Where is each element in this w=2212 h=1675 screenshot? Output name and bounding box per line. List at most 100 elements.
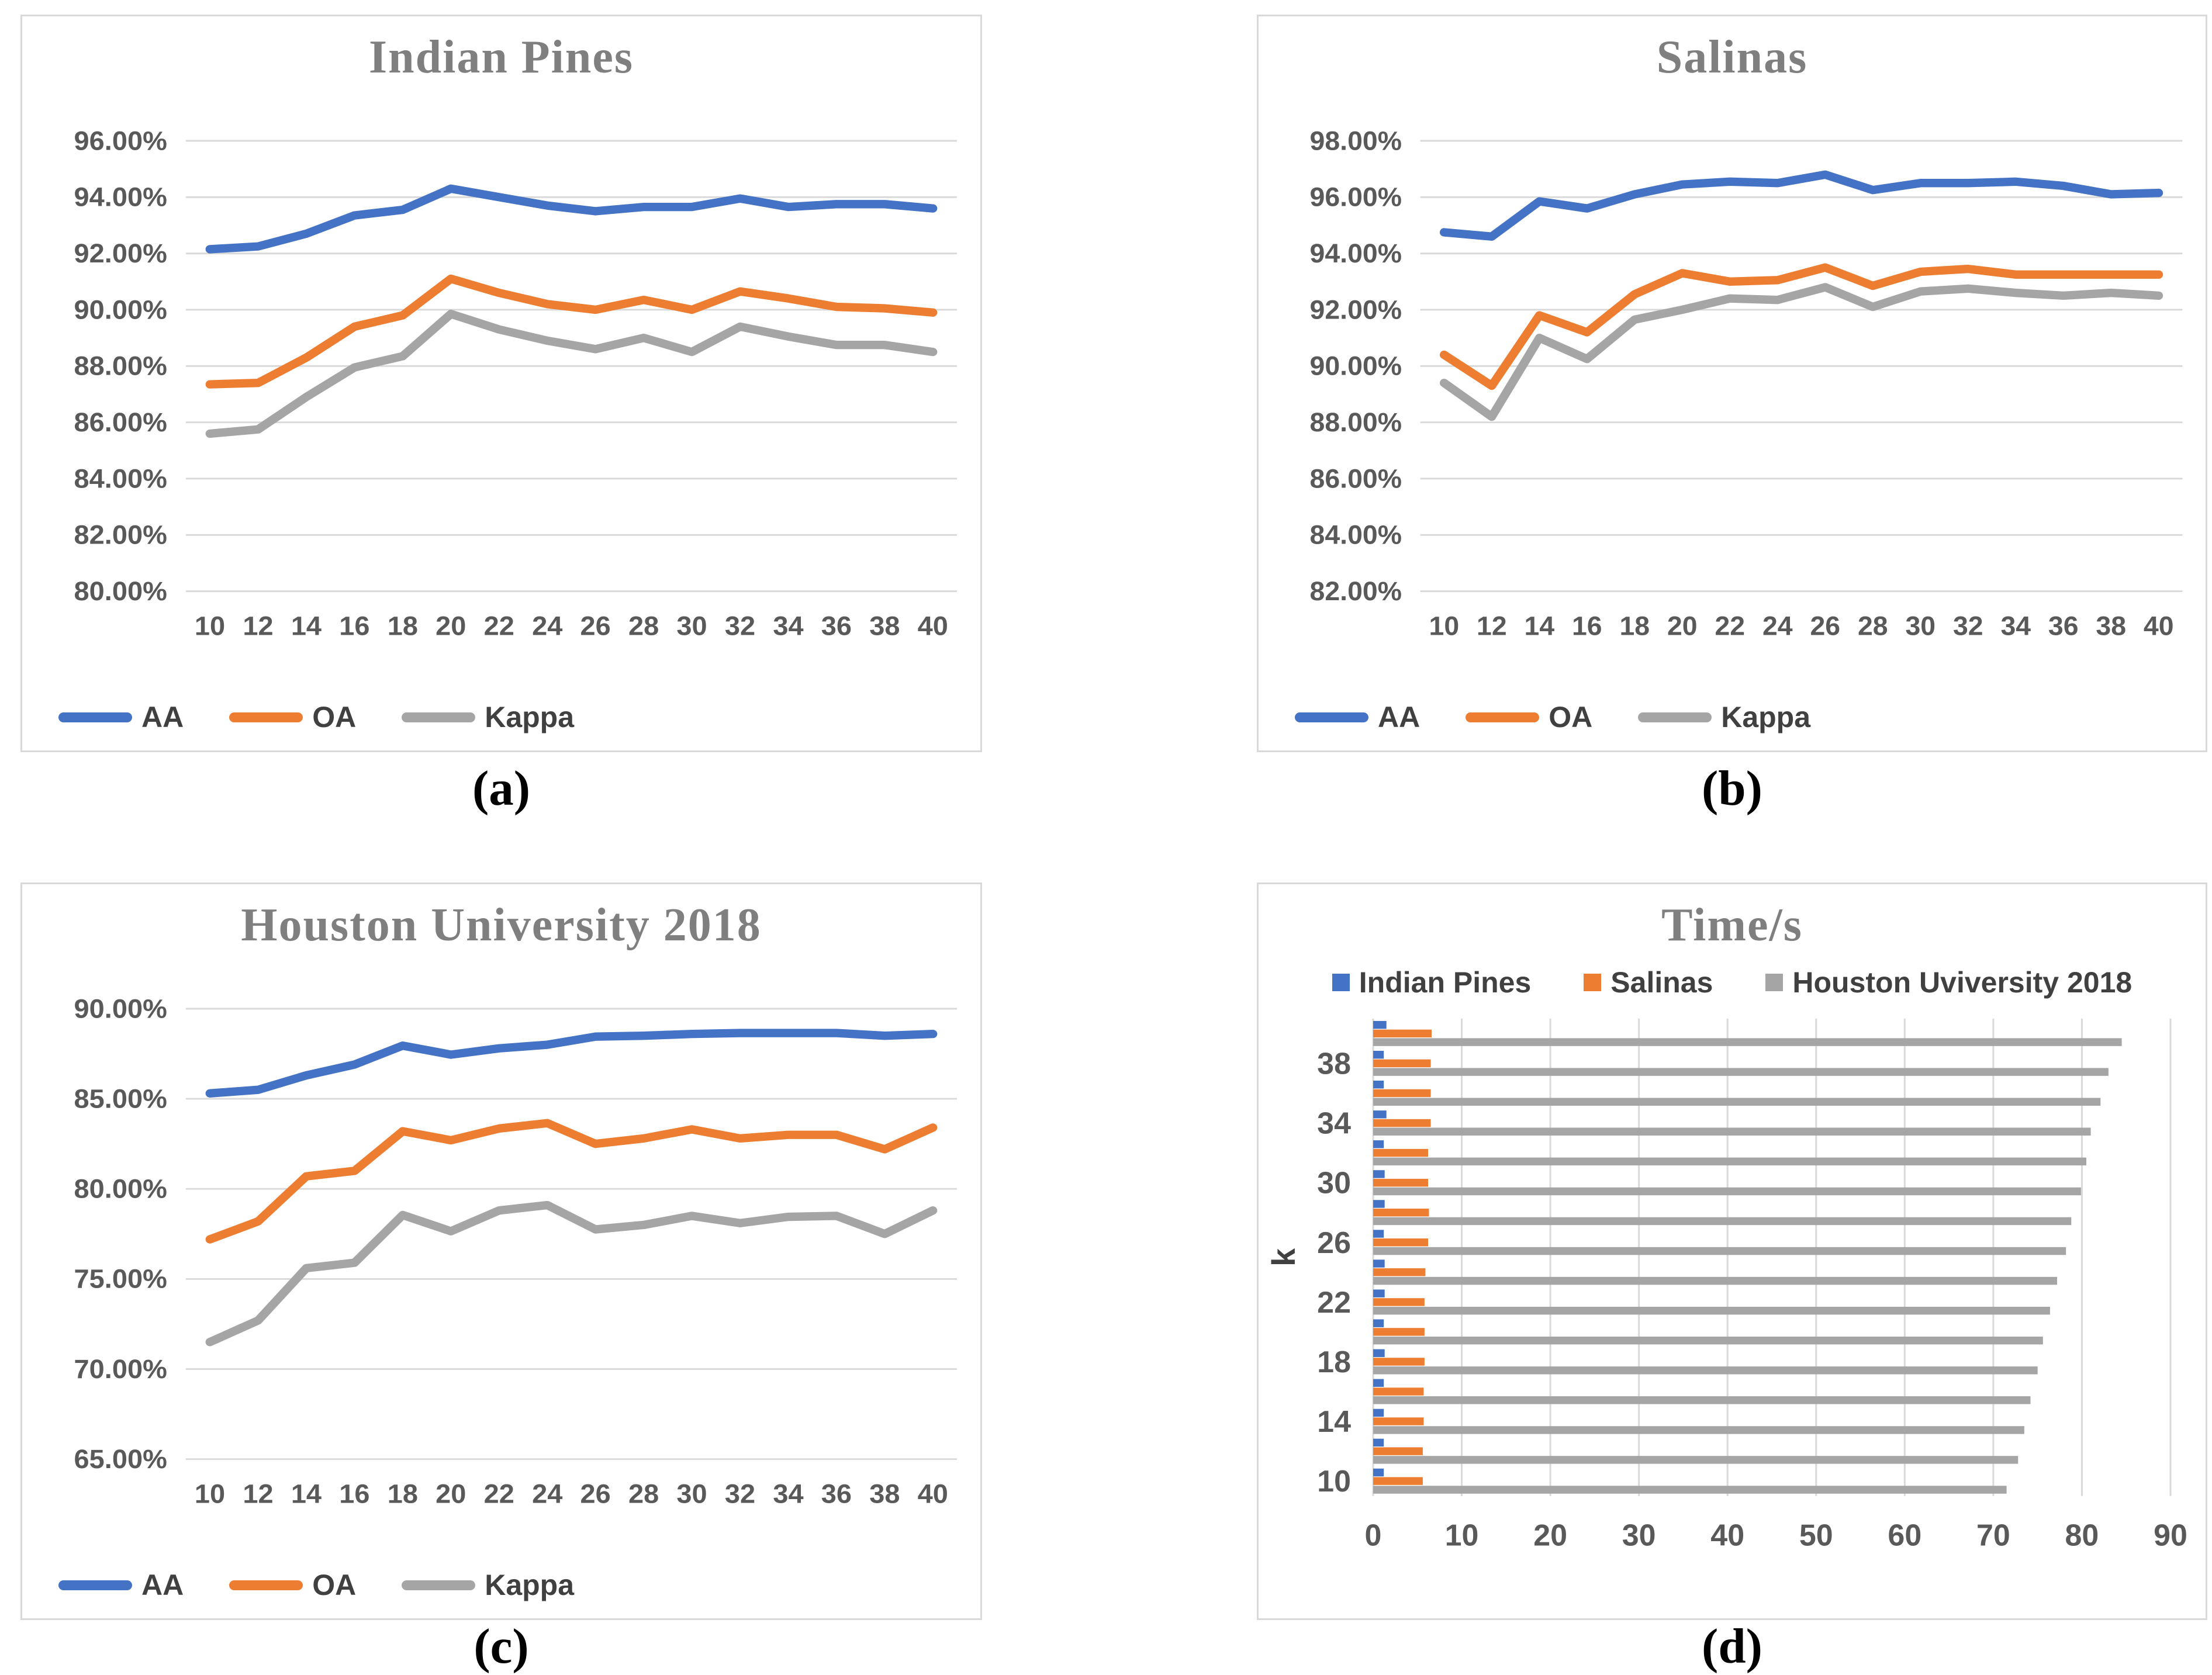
legend-label: AA xyxy=(1378,701,1420,733)
legend-item-houston: Houston Uviversity 2018 xyxy=(1765,965,2132,999)
legend-label: Houston Uviversity 2018 xyxy=(1792,966,2132,999)
legend-label: Kappa xyxy=(485,701,575,733)
bar-houston-uviversity-2018-k36 xyxy=(1373,1098,2101,1106)
series-line-aa xyxy=(205,1029,938,1098)
legend-label: Salinas xyxy=(1610,966,1713,999)
bar-indian-pines-k22 xyxy=(1373,1289,1385,1297)
x-tick-label: 30 xyxy=(676,611,707,641)
x-tick-label: 18 xyxy=(1619,611,1650,641)
x-tick-label: 30 xyxy=(676,1479,707,1508)
line-chart-houston: 65.00% 70.00% 75.00% 80.00% 85.00% 90.00% 10 12… xyxy=(74,994,958,1508)
bar-salinas-k34 xyxy=(1373,1119,1431,1127)
series-line-oa xyxy=(1439,263,2163,390)
legend: AA OA Kappa xyxy=(58,692,980,742)
series-line-aa xyxy=(205,184,938,254)
bar-houston-uviversity-2018-k20 xyxy=(1373,1336,2043,1345)
x-tick-label: 0 xyxy=(1365,1518,1382,1552)
y-axis-tick-labels: 80.00% 82.00% 84.00% 86.00% 88.00% 90.00% 92.0… xyxy=(74,126,167,606)
legend-item-kappa: Kappa xyxy=(402,1568,574,1602)
x-axis-tick-labels: 10 12 14 16 18 20 22 24 26 28 30 32 34 36 38 40 xyxy=(195,611,948,641)
y-tick-label: 26 xyxy=(1317,1226,1351,1259)
legend-item-oa: OA xyxy=(229,700,356,734)
chart-title: Indian Pines xyxy=(368,32,634,83)
x-tick-label: 50 xyxy=(1799,1518,1833,1552)
series-line-kappa xyxy=(1439,283,2163,421)
y-tick-label: 38 xyxy=(1317,1047,1351,1081)
x-tick-label: 10 xyxy=(1429,611,1460,641)
x-tick-label: 12 xyxy=(243,1479,273,1508)
legend-label: AA xyxy=(141,1569,184,1601)
x-tick-label: 14 xyxy=(1525,611,1555,641)
bar-salinas-k30 xyxy=(1373,1178,1428,1187)
bar-salinas-k18 xyxy=(1373,1358,1425,1366)
bar-houston-uviversity-2018-k30 xyxy=(1373,1187,2081,1196)
bar-indian-pines-k38 xyxy=(1373,1051,1384,1059)
x-tick-label: 22 xyxy=(484,1479,514,1508)
x-tick-label: 40 xyxy=(2144,611,2174,641)
x-tick-label: 10 xyxy=(195,611,225,641)
bar-houston-uviversity-2018-k40 xyxy=(1373,1038,2122,1046)
x-tick-label: 38 xyxy=(869,1479,900,1508)
x-tick-label: 14 xyxy=(291,1479,322,1508)
y-tick-label: 80.00% xyxy=(74,1174,167,1203)
x-tick-label: 30 xyxy=(1622,1518,1656,1552)
salinas-square-swatch xyxy=(1584,974,1602,991)
y-tick-label: 86.00% xyxy=(74,407,167,437)
x-tick-label: 16 xyxy=(339,611,369,641)
y-tick-label: 70.00% xyxy=(74,1354,167,1384)
x-axis-tick-labels: 10 12 14 16 18 20 22 24 26 28 30 32 34 36 38 40 xyxy=(195,1479,948,1508)
bar-indian-pines-k20 xyxy=(1373,1319,1384,1327)
x-tick-label: 14 xyxy=(291,611,322,641)
x-tick-label: 32 xyxy=(725,611,755,641)
y-axis-tick-labels: 82.00% 84.00% 86.00% 88.00% 90.00% 92.00% 94.0… xyxy=(1310,126,1402,606)
bar-groups xyxy=(1373,1020,2122,1494)
x-tick-label: 20 xyxy=(1533,1518,1567,1552)
bar-indian-pines-k24 xyxy=(1373,1259,1385,1268)
x-tick-label: 40 xyxy=(918,1479,948,1508)
x-tick-label: 20 xyxy=(436,1479,466,1508)
gridlines xyxy=(1372,1018,2172,1496)
legend-label: Kappa xyxy=(1721,701,1811,733)
legend: AA OA Kappa xyxy=(1295,692,2206,742)
x-tick-label: 30 xyxy=(1905,611,1935,641)
y-tick-label: 86.00% xyxy=(1310,464,1402,493)
y-tick-label: 14 xyxy=(1317,1404,1351,1438)
bar-salinas-k40 xyxy=(1373,1029,1432,1038)
x-tick-label: 24 xyxy=(532,611,563,641)
chart-title: Time/s xyxy=(1661,899,1803,951)
legend-item-kappa: Kappa xyxy=(402,700,574,734)
bar-indian-pines-k36 xyxy=(1373,1081,1384,1089)
y-tick-label: 98.00% xyxy=(1310,126,1402,155)
bar-houston-uviversity-2018-k16 xyxy=(1373,1396,2031,1404)
legend-label: Kappa xyxy=(485,1569,575,1601)
y-tick-label: 85.00% xyxy=(74,1084,167,1113)
caption-d: (d) xyxy=(1702,1619,1762,1674)
bar-houston-uviversity-2018-k24 xyxy=(1373,1276,2057,1285)
x-tick-label: 32 xyxy=(725,1479,755,1508)
caption-b: (b) xyxy=(1702,761,1762,816)
legend-item-aa: AA xyxy=(58,1568,184,1602)
chart-panel-houston: Houston University 2018 65.00% 70.00% 75.0… xyxy=(20,883,982,1620)
x-tick-label: 60 xyxy=(1888,1518,1921,1552)
bar-houston-uviversity-2018-k26 xyxy=(1373,1247,2066,1255)
bar-indian-pines-k30 xyxy=(1373,1170,1385,1178)
x-tick-label: 70 xyxy=(1976,1518,2010,1552)
legend-label: AA xyxy=(141,701,184,733)
x-tick-label: 18 xyxy=(388,611,418,641)
chart-panel-time: Time/s Indian Pines Salinas Houston Uviv… xyxy=(1257,883,2207,1620)
chart-title: Houston University 2018 xyxy=(241,899,762,951)
kappa-line-swatch xyxy=(402,1580,476,1590)
y-tick-label: 82.00% xyxy=(1310,577,1402,606)
bar-salinas-k26 xyxy=(1373,1238,1428,1247)
legend-item-salinas: Salinas xyxy=(1584,965,1713,999)
x-tick-label: 22 xyxy=(484,611,514,641)
y-tick-label: 94.00% xyxy=(1310,239,1402,268)
oa-line-swatch xyxy=(229,712,303,722)
x-tick-label: 12 xyxy=(243,611,273,641)
y-tick-label: 96.00% xyxy=(1310,182,1402,212)
x-tick-label: 28 xyxy=(628,1479,659,1508)
y-tick-label: 84.00% xyxy=(74,463,167,493)
line-chart-salinas: 82.00% 84.00% 86.00% 88.00% 90.00% 92.00% 94.0… xyxy=(1310,126,2183,641)
x-tick-label: 18 xyxy=(388,1479,418,1508)
series-line-oa xyxy=(205,1119,938,1244)
